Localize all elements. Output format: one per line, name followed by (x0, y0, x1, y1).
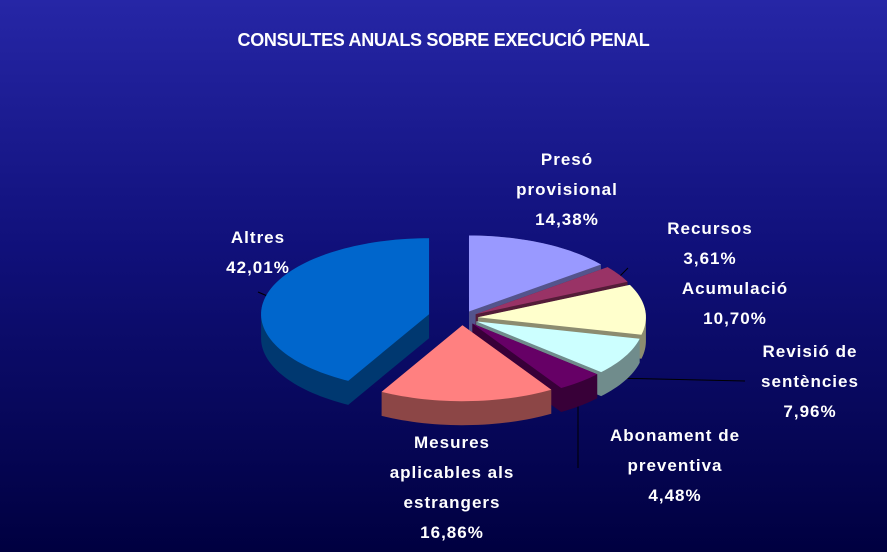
category-label: Abonament de preventiva (609, 426, 741, 475)
category-label: Presó provisional (516, 150, 618, 199)
pie-slice (261, 238, 430, 405)
pie-slice (472, 323, 598, 413)
value-label: 10,70% (703, 309, 767, 328)
slice-top (475, 267, 628, 315)
slice-label: Altres 42,01% (198, 223, 318, 283)
slice-top (381, 325, 552, 402)
slice-label: Presó provisional 14,38% (507, 145, 627, 235)
value-label: 3,61% (683, 249, 737, 268)
category-label: Mesures aplicables als estrangers (389, 433, 515, 512)
value-label: 16,86% (420, 523, 484, 542)
value-label: 14,38% (535, 210, 599, 229)
value-label: 4,48% (648, 486, 702, 505)
slice-top (261, 238, 430, 381)
slice-label: Revisió de sentències 7,96% (745, 337, 875, 427)
slice-label: Recursos 3,61% (650, 214, 770, 274)
category-label: Revisió de sentències (761, 342, 859, 391)
chart-title: CONSULTES ANUALS SOBRE EXECUCIÓ PENAL (237, 30, 650, 50)
slice-label: Mesures aplicables als estrangers 16,86% (367, 428, 537, 548)
category-label: Altres (230, 228, 286, 247)
category-label: Acumulació (681, 279, 789, 298)
slice-label: Acumulació 10,70% (665, 274, 805, 334)
value-label: 42,01% (226, 258, 290, 277)
slice-top (472, 323, 598, 389)
slice-label: Abonament de preventiva 4,48% (588, 421, 763, 511)
category-label: Recursos (667, 219, 753, 238)
slice-top (477, 284, 646, 335)
pie-slice (381, 325, 552, 426)
leader-line (609, 377, 746, 382)
value-label: 7,96% (783, 402, 837, 421)
slice-top (476, 321, 640, 373)
slice-top (468, 235, 601, 312)
